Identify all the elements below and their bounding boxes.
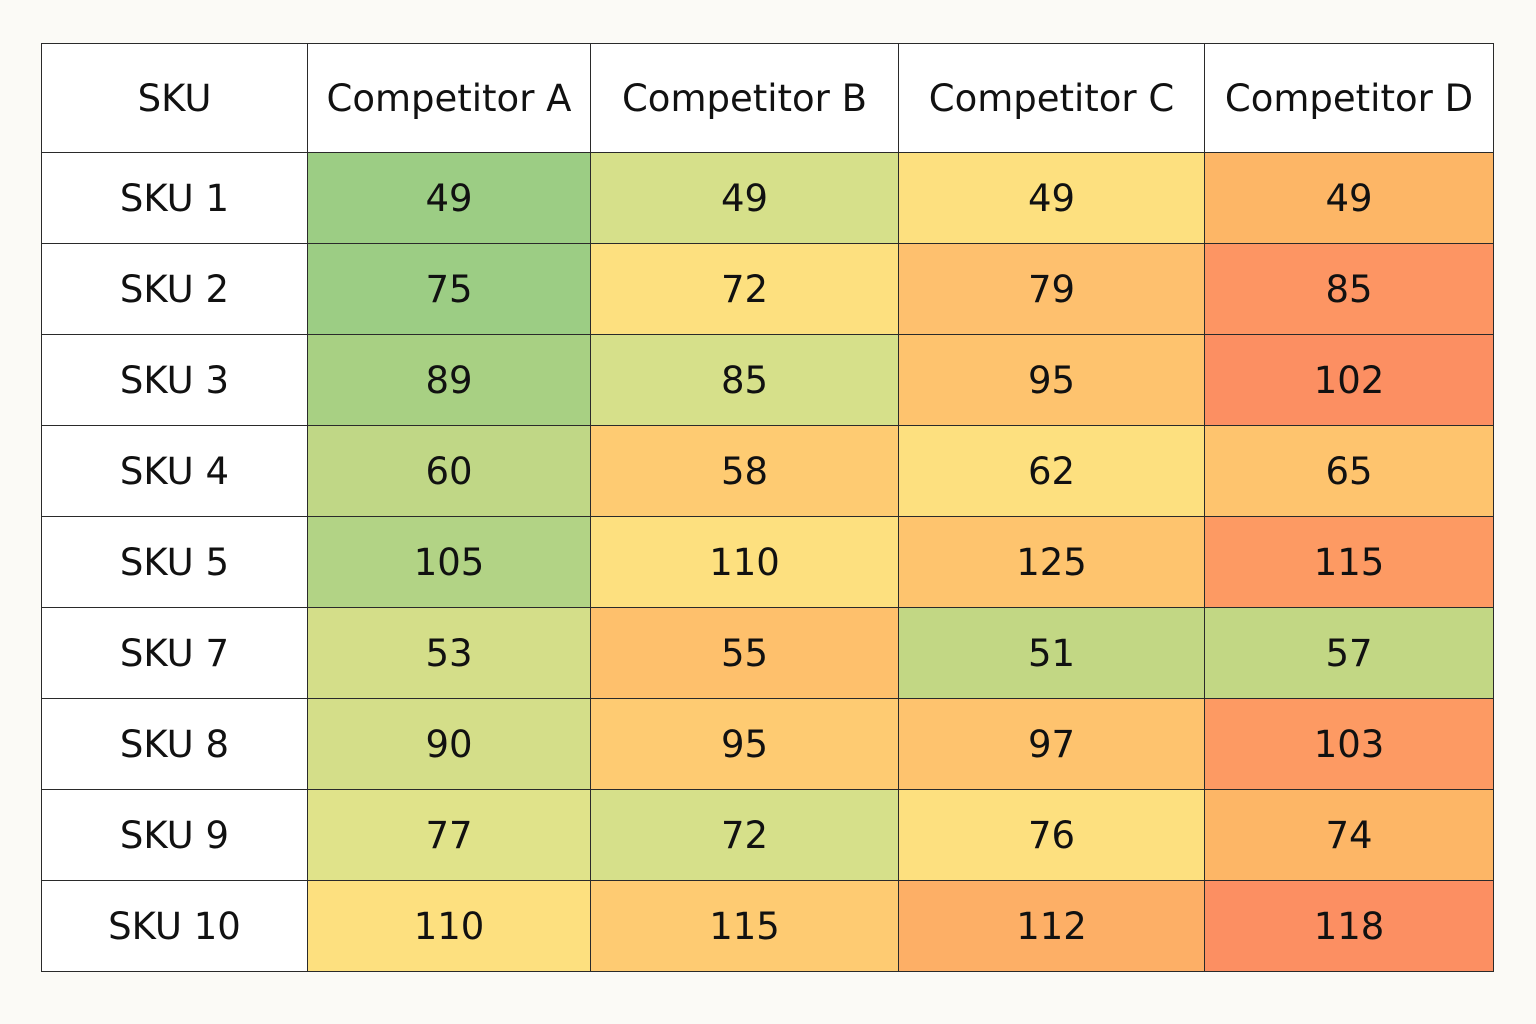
heatmap-cell-competitor-a: 77 [307,789,591,881]
column-header-competitor-d: Competitor D [1204,43,1494,153]
table-row: SKU 10 110 115 112 118 [41,880,1494,972]
table-row: SKU 5 105 110 125 115 [41,516,1494,608]
heatmap-cell-competitor-a: 105 [307,516,591,608]
column-header-competitor-a: Competitor A [307,43,591,153]
heatmap-cell-competitor-a: 53 [307,607,591,699]
corner-header-sku: SKU [41,43,308,153]
heatmap-cell-competitor-c: 95 [898,334,1205,426]
heatmap-cell-competitor-a: 89 [307,334,591,426]
heatmap-cell-competitor-c: 51 [898,607,1205,699]
heatmap-cell-competitor-c: 97 [898,698,1205,790]
heatmap-cell-competitor-d: 57 [1204,607,1494,699]
heatmap-cell-competitor-c: 62 [898,425,1205,517]
heatmap-cell-competitor-d: 115 [1204,516,1494,608]
table-row: SKU 7 53 55 51 57 [41,607,1494,699]
row-label: SKU 4 [41,425,308,517]
heatmap-cell-competitor-b: 72 [590,789,899,881]
heatmap-cell-competitor-a: 49 [307,152,591,244]
heatmap-cell-competitor-d: 118 [1204,880,1494,972]
heatmap-cell-competitor-c: 125 [898,516,1205,608]
table-row: SKU 4 60 58 62 65 [41,425,1494,517]
heatmap-cell-competitor-b: 72 [590,243,899,335]
header-row: SKU Competitor A Competitor B Competitor… [41,43,1494,153]
heatmap-cell-competitor-c: 112 [898,880,1205,972]
table-row: SKU 8 90 95 97 103 [41,698,1494,790]
heatmap-cell-competitor-d: 49 [1204,152,1494,244]
heatmap-cell-competitor-a: 60 [307,425,591,517]
heatmap-body: SKU 1 49 49 49 49 SKU 2 75 72 79 85 SKU 3 89 85 95 102… [41,152,1494,972]
heatmap-cell-competitor-a: 110 [307,880,591,972]
table-row: SKU 3 89 85 95 102 [41,334,1494,426]
row-label: SKU 1 [41,152,308,244]
heatmap-cell-competitor-c: 49 [898,152,1205,244]
heatmap-cell-competitor-a: 75 [307,243,591,335]
heatmap-cell-competitor-b: 85 [590,334,899,426]
heatmap-cell-competitor-d: 74 [1204,789,1494,881]
heatmap-cell-competitor-b: 110 [590,516,899,608]
heatmap-cell-competitor-b: 115 [590,880,899,972]
table-row: SKU 2 75 72 79 85 [41,243,1494,335]
column-header-competitor-b: Competitor B [590,43,899,153]
heatmap-cell-competitor-d: 85 [1204,243,1494,335]
price-heatmap-table: SKU Competitor A Competitor B Competitor… [41,43,1494,972]
heatmap-cell-competitor-c: 79 [898,243,1205,335]
table-row: SKU 1 49 49 49 49 [41,152,1494,244]
heatmap-cell-competitor-b: 95 [590,698,899,790]
heatmap-cell-competitor-b: 58 [590,425,899,517]
row-label: SKU 5 [41,516,308,608]
heatmap-cell-competitor-a: 90 [307,698,591,790]
heatmap-cell-competitor-d: 103 [1204,698,1494,790]
row-label: SKU 10 [41,880,308,972]
row-label: SKU 9 [41,789,308,881]
heatmap-cell-competitor-d: 65 [1204,425,1494,517]
heatmap-cell-competitor-b: 55 [590,607,899,699]
row-label: SKU 8 [41,698,308,790]
heatmap-cell-competitor-b: 49 [590,152,899,244]
row-label: SKU 3 [41,334,308,426]
table-row: SKU 9 77 72 76 74 [41,789,1494,881]
heatmap-cell-competitor-d: 102 [1204,334,1494,426]
heatmap-cell-competitor-c: 76 [898,789,1205,881]
row-label: SKU 2 [41,243,308,335]
column-header-competitor-c: Competitor C [898,43,1205,153]
row-label: SKU 7 [41,607,308,699]
